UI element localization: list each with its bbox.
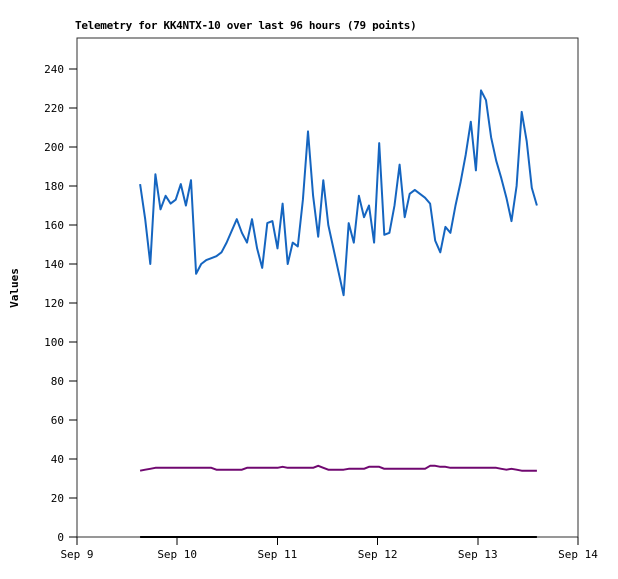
x-tick-label: Sep 14 <box>558 548 598 561</box>
y-tick-label: 40 <box>51 453 64 466</box>
y-tick-label: 0 <box>57 531 64 544</box>
series-line-2 <box>139 464 537 472</box>
y-tick-label: 160 <box>44 219 64 232</box>
y-tick-label: 240 <box>44 63 64 76</box>
series-line-1 <box>139 89 538 297</box>
y-tick-label: 140 <box>44 258 64 271</box>
x-tick-label: Sep 9 <box>60 548 93 561</box>
x-tick-label: Sep 12 <box>358 548 398 561</box>
y-tick-label: 20 <box>51 492 64 505</box>
chart-title: Telemetry for KK4NTX-10 over last 96 hou… <box>75 19 417 32</box>
plot-frame <box>76 37 579 538</box>
y-tick-label: 180 <box>44 180 64 193</box>
y-tick-label: 200 <box>44 141 64 154</box>
y-tick-label: 120 <box>44 297 64 310</box>
y-tick-label: 80 <box>51 375 64 388</box>
x-tick-label: Sep 10 <box>157 548 197 561</box>
y-tick-label: 100 <box>44 336 64 349</box>
y-tick-label: 220 <box>44 102 64 115</box>
x-tick-label: Sep 13 <box>458 548 498 561</box>
y-tick-label: 60 <box>51 414 64 427</box>
x-tick-label: Sep 11 <box>258 548 298 561</box>
